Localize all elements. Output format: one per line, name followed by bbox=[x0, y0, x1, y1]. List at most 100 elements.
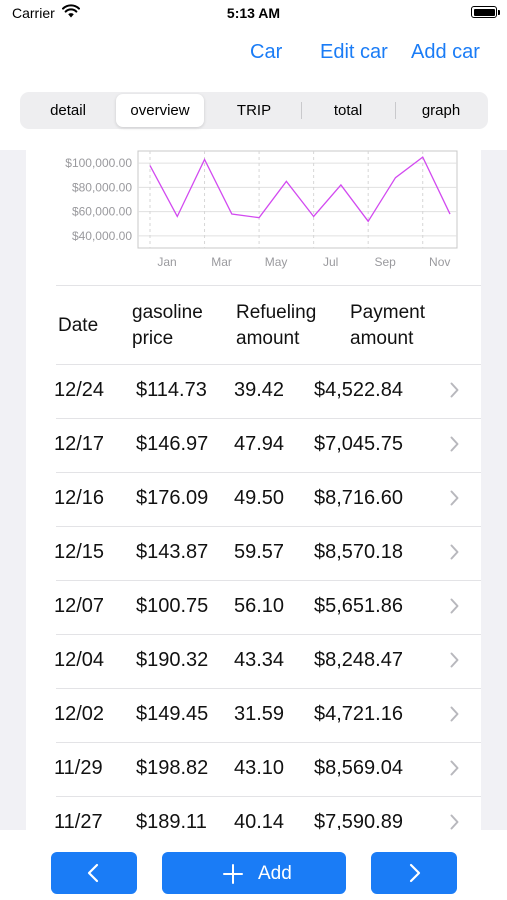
table-row[interactable]: 12/17 $146.97 47.94 $7,045.75 bbox=[26, 419, 481, 472]
chart-y-tick-label: $100,000.00 bbox=[65, 156, 132, 170]
segment-graph[interactable]: graph bbox=[421, 102, 461, 119]
cell-payment-amount: $8,248.47 bbox=[314, 649, 403, 671]
row-separator bbox=[56, 285, 481, 286]
chart-series-line bbox=[149, 156, 451, 223]
cell-date: 12/15 bbox=[54, 541, 105, 563]
chevron-right-icon bbox=[450, 382, 459, 398]
chart-y-tick-label: $40,000.00 bbox=[72, 229, 132, 243]
chevron-right-icon bbox=[450, 760, 459, 776]
status-bar: Carrier 5:13 AM bbox=[0, 0, 507, 30]
row-separator bbox=[56, 688, 481, 689]
cell-refueling-amount: 56.10 bbox=[234, 595, 285, 617]
cell-refueling-amount: 31.59 bbox=[234, 703, 285, 725]
table-row[interactable]: 12/07 $100.75 56.10 $5,651.86 bbox=[26, 581, 481, 634]
battery-tip bbox=[498, 10, 500, 15]
row-separator bbox=[56, 796, 481, 797]
payment-line-chart: $100,000.00 $80,000.00 $60,000.00 $40,000.0… bbox=[65, 150, 458, 269]
chevron-left-icon bbox=[87, 863, 99, 883]
cell-gasoline-price: $176.09 bbox=[136, 487, 209, 509]
cell-payment-amount: $7,590.89 bbox=[314, 811, 403, 833]
cell-payment-amount: $8,569.04 bbox=[314, 757, 403, 779]
cell-gasoline-price: $198.82 bbox=[136, 757, 209, 779]
table-row[interactable]: 12/16 $176.09 49.50 $8,716.60 bbox=[26, 473, 481, 526]
row-separator bbox=[56, 634, 481, 635]
table-row[interactable]: 11/27 $189.11 40.14 $7,590.89 bbox=[26, 797, 481, 850]
plus-icon bbox=[223, 864, 243, 884]
chevron-right-icon bbox=[450, 436, 459, 452]
add-car-button[interactable]: Add car bbox=[411, 41, 480, 63]
previous-button[interactable] bbox=[51, 852, 137, 894]
chevron-right-icon bbox=[450, 598, 459, 614]
chart-frame bbox=[137, 150, 458, 249]
cell-gasoline-price: $114.73 bbox=[136, 379, 207, 401]
cell-refueling-amount: 39.42 bbox=[234, 379, 285, 401]
table-row[interactable]: 12/24 $114.73 39.42 $4,522.84 bbox=[26, 365, 481, 418]
segment-divider bbox=[301, 102, 302, 119]
segment-total[interactable]: total bbox=[333, 102, 363, 119]
header-gasoline-price: gasoline price bbox=[132, 300, 203, 352]
cell-gasoline-price: $189.11 bbox=[136, 811, 207, 833]
cell-date: 12/04 bbox=[54, 649, 105, 671]
cell-refueling-amount: 47.94 bbox=[234, 433, 285, 455]
table-row[interactable]: 12/04 $190.32 43.34 $8,248.47 bbox=[26, 635, 481, 688]
chevron-right-icon bbox=[450, 652, 459, 668]
header-gasoline-line2: price bbox=[132, 328, 174, 349]
next-button[interactable] bbox=[371, 852, 457, 894]
segment-detail[interactable]: detail bbox=[50, 102, 86, 119]
cell-date: 12/24 bbox=[54, 379, 105, 401]
refuel-table: Date gasoline price Refueling amount Pay… bbox=[26, 285, 481, 850]
header-payment-line1: Payment bbox=[350, 302, 425, 323]
cell-payment-amount: $4,721.16 bbox=[314, 703, 403, 725]
chevron-right-icon bbox=[450, 490, 459, 506]
row-separator bbox=[56, 472, 481, 473]
row-separator bbox=[56, 742, 481, 743]
header-payment-line2: amount bbox=[350, 328, 414, 349]
segment-trip[interactable]: TRIP bbox=[236, 102, 272, 119]
chart-x-tick-label: Jul bbox=[323, 255, 338, 269]
chart-y-tick-label: $80,000.00 bbox=[72, 180, 132, 194]
cell-refueling-amount: 40.14 bbox=[234, 811, 285, 833]
cell-refueling-amount: 43.34 bbox=[234, 649, 285, 671]
table-row[interactable]: 11/29 $198.82 43.10 $8,569.04 bbox=[26, 743, 481, 796]
cell-date: 11/27 bbox=[54, 811, 103, 833]
table-row[interactable]: 12/02 $149.45 31.59 $4,721.16 bbox=[26, 689, 481, 742]
cell-gasoline-price: $146.97 bbox=[136, 433, 209, 455]
cell-gasoline-price: $143.87 bbox=[136, 541, 209, 563]
cell-date: 12/16 bbox=[54, 487, 105, 509]
row-separator bbox=[56, 580, 481, 581]
segment-divider bbox=[395, 102, 396, 119]
cell-payment-amount: $4,522.84 bbox=[314, 379, 403, 401]
add-button[interactable]: Add bbox=[162, 852, 346, 894]
side-margin-right bbox=[481, 150, 507, 830]
car-button[interactable]: Car bbox=[250, 41, 283, 63]
chart-x-ticks: Jan Mar May Jul Sep Nov bbox=[157, 255, 450, 269]
header-payment-amount: Payment amount bbox=[350, 300, 425, 352]
chart-x-tick-label: Mar bbox=[211, 255, 232, 269]
bottom-toolbar: Add bbox=[0, 830, 507, 900]
chart-x-tick-label: Sep bbox=[375, 255, 397, 269]
chart-x-tick-label: May bbox=[265, 255, 288, 269]
cell-payment-amount: $8,570.18 bbox=[314, 541, 403, 563]
table-row[interactable]: 12/15 $143.87 59.57 $8,570.18 bbox=[26, 527, 481, 580]
carrier-label: Carrier bbox=[12, 5, 55, 21]
cell-refueling-amount: 49.50 bbox=[234, 487, 285, 509]
chevron-right-icon bbox=[450, 544, 459, 560]
segmented-control: detail overview TRIP total graph bbox=[20, 92, 488, 129]
header-gasoline-line1: gasoline bbox=[132, 302, 203, 323]
cell-date: 12/02 bbox=[54, 703, 105, 725]
row-separator bbox=[56, 526, 481, 527]
edit-car-button[interactable]: Edit car bbox=[320, 41, 388, 63]
row-separator bbox=[56, 364, 481, 365]
cell-refueling-amount: 43.10 bbox=[234, 757, 285, 779]
row-separator bbox=[56, 418, 481, 419]
cell-payment-amount: $5,651.86 bbox=[314, 595, 403, 617]
segment-overview[interactable]: overview bbox=[116, 94, 204, 127]
chevron-right-icon bbox=[450, 706, 459, 722]
table-rows: 12/24 $114.73 39.42 $4,522.84 12/17 $146.97 47… bbox=[26, 364, 481, 850]
battery-icon bbox=[471, 6, 497, 18]
cell-date: 11/29 bbox=[54, 757, 103, 779]
cell-gasoline-price: $100.75 bbox=[136, 595, 209, 617]
cell-refueling-amount: 59.57 bbox=[234, 541, 285, 563]
table-header: Date gasoline price Refueling amount Pay… bbox=[26, 286, 481, 364]
side-margin-left bbox=[0, 150, 26, 830]
